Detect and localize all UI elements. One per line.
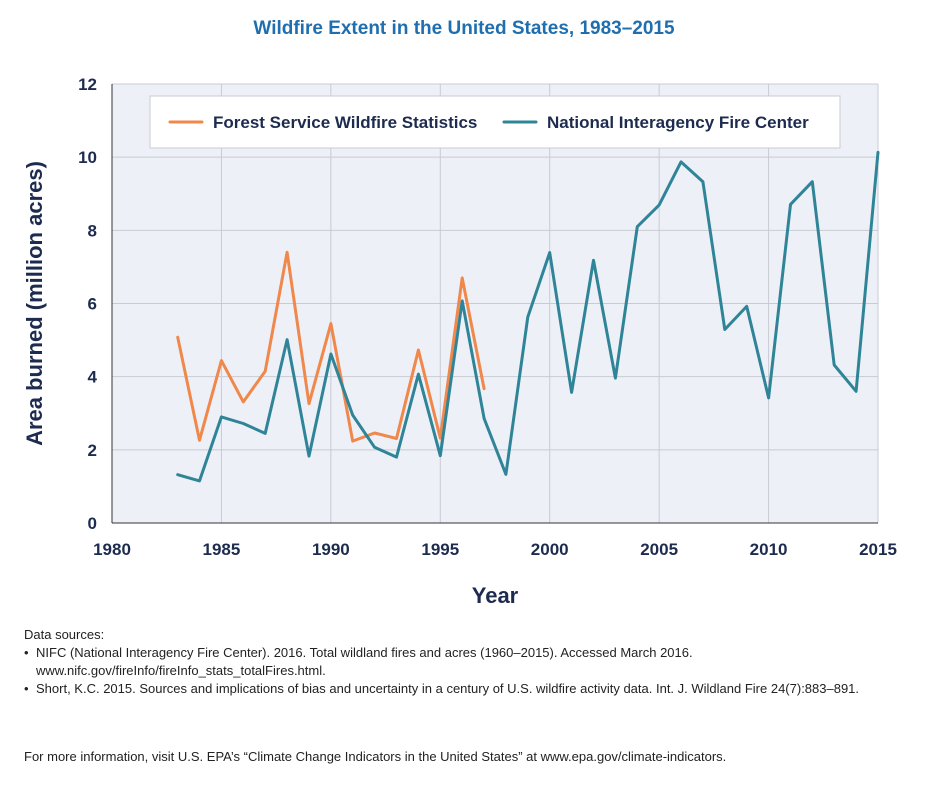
source-short: Short, K.C. 2015. Sources and implicatio… (24, 680, 904, 698)
y-tick-label: 4 (88, 368, 98, 387)
x-tick-label: 2005 (640, 540, 678, 559)
x-tick-label: 1990 (312, 540, 350, 559)
x-tick-label: 1985 (203, 540, 241, 559)
x-tick-label: 2010 (750, 540, 788, 559)
line-chart: 1980 1985 1990 1995 2000 2005 2010 2015 0 2 4 6 8 10 1… (22, 75, 897, 608)
source-nifc: NIFC (National Interagency Fire Center).… (24, 644, 904, 680)
x-tick-label: 2015 (859, 540, 897, 559)
y-tick-label: 8 (88, 221, 97, 240)
data-sources: Data sources: NIFC (National Interagency… (24, 626, 904, 698)
y-tick-label: 12 (78, 75, 97, 94)
more-info-note: For more information, visit U.S. EPA’s “… (24, 749, 727, 764)
y-axis-title: Area burned (million acres) (22, 161, 47, 446)
y-tick-label: 0 (88, 514, 97, 533)
y-tick-label: 10 (78, 148, 97, 167)
y-tick-label: 2 (88, 441, 97, 460)
y-tick-label: 6 (88, 295, 97, 314)
sources-heading: Data sources: (24, 627, 105, 642)
x-tick-label: 1995 (421, 540, 459, 559)
forest-service-line (176, 250, 486, 443)
legend-nifc-label: National Interagency Fire Center (547, 113, 809, 132)
x-tick-label: 2000 (531, 540, 569, 559)
legend-forest-service-label: Forest Service Wildfire Statistics (213, 113, 477, 132)
nifc-line (176, 150, 880, 483)
x-axis-title: Year (472, 583, 519, 608)
x-tick-label: 1980 (93, 540, 131, 559)
chart-title: Wildfire Extent in the United States, 19… (253, 18, 675, 39)
legend-box (149, 95, 841, 149)
